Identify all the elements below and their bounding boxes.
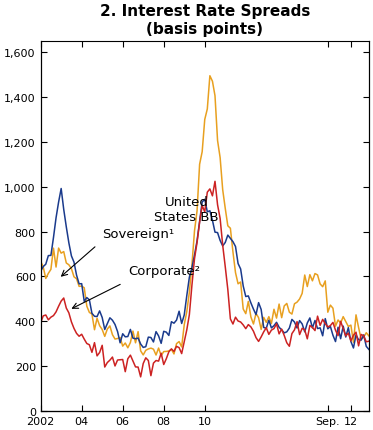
Text: Corporate²: Corporate²	[128, 265, 200, 278]
Text: United
States BB: United States BB	[154, 196, 219, 224]
Text: Sovereign¹: Sovereign¹	[102, 228, 174, 241]
Title: 2. Interest Rate Spreads
(basis points): 2. Interest Rate Spreads (basis points)	[100, 4, 310, 37]
